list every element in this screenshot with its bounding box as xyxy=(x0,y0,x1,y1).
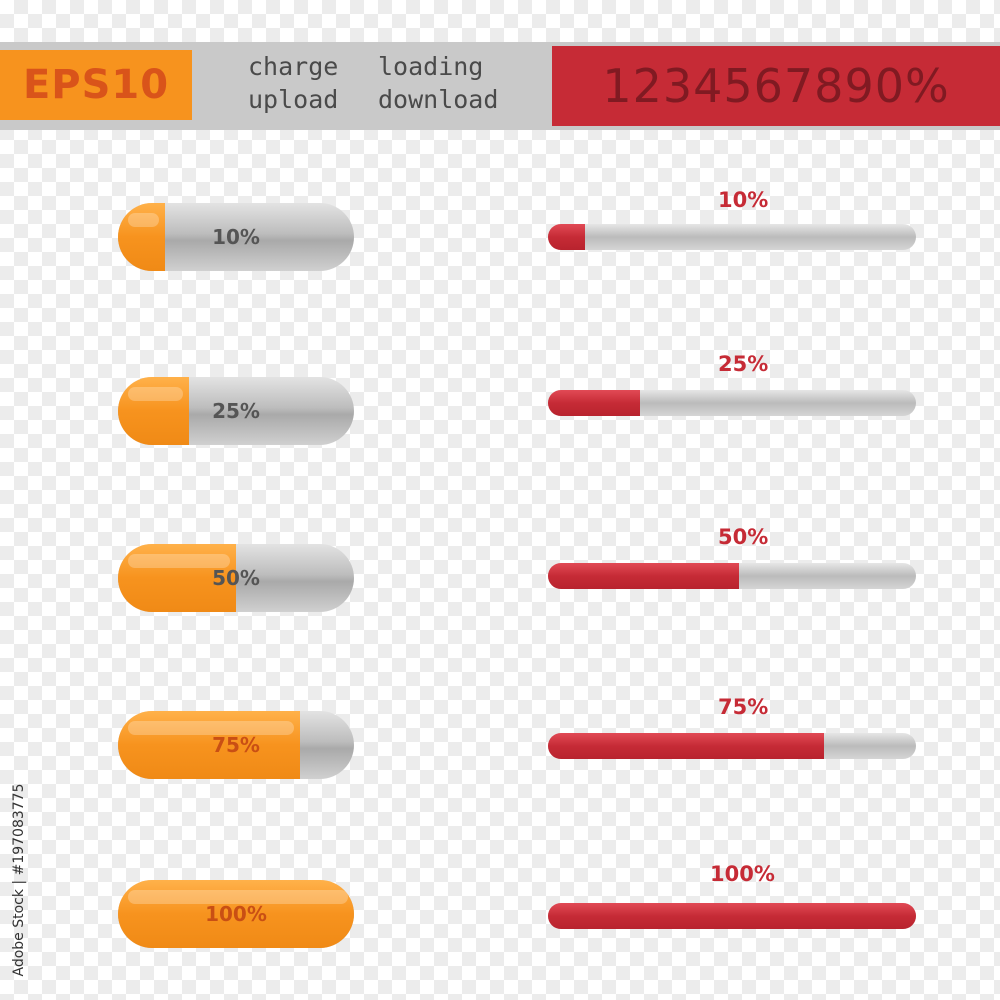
capsule-label: 75% xyxy=(212,733,260,757)
keyword-upload: upload xyxy=(248,85,339,114)
digits-strip: 1234567890% xyxy=(552,46,1000,126)
capsule-fill xyxy=(118,711,300,779)
capsule-label: 100% xyxy=(205,902,267,926)
capsule-label: 50% xyxy=(212,566,260,590)
progress-fill xyxy=(548,224,585,250)
bar-label: 75% xyxy=(718,695,769,719)
capsule-fill xyxy=(118,544,236,612)
keyword-loading: loading xyxy=(378,52,484,81)
capsule-label: 25% xyxy=(212,399,260,423)
bar-label: 100% xyxy=(710,862,775,886)
progress-fill xyxy=(548,563,740,589)
header-banner: EPS10 charge loading upload download 123… xyxy=(0,42,1000,130)
watermark-text: Adobe Stock | #197083775 xyxy=(11,783,27,977)
keyword-charge: charge xyxy=(248,52,339,81)
progress-bar xyxy=(548,733,916,759)
progress-bar xyxy=(548,390,916,416)
progress-fill xyxy=(548,903,916,929)
capsule-indicator: 75% xyxy=(118,711,354,779)
bar-label: 25% xyxy=(718,352,769,376)
progress-fill xyxy=(548,733,824,759)
progress-bar xyxy=(548,903,916,929)
capsule-fill xyxy=(118,880,354,948)
bar-label: 50% xyxy=(718,525,769,549)
capsule-indicator: 100% xyxy=(118,880,354,948)
progress-bar xyxy=(548,224,916,250)
stock-watermark: Adobe Stock | #197083775 xyxy=(8,765,30,995)
progress-fill xyxy=(548,390,640,416)
progress-bar xyxy=(548,563,916,589)
eps-badge: EPS10 xyxy=(0,50,192,120)
capsule-indicator: 50% xyxy=(118,544,354,612)
bar-label: 10% xyxy=(718,188,769,212)
capsule-indicator: 25% xyxy=(118,377,354,445)
keyword-list: charge loading upload download xyxy=(248,52,518,114)
capsule-fill xyxy=(118,203,166,271)
keyword-download: download xyxy=(378,85,499,114)
capsule-label: 10% xyxy=(212,225,260,249)
capsule-indicator: 10% xyxy=(118,203,354,271)
capsule-fill xyxy=(118,377,189,445)
